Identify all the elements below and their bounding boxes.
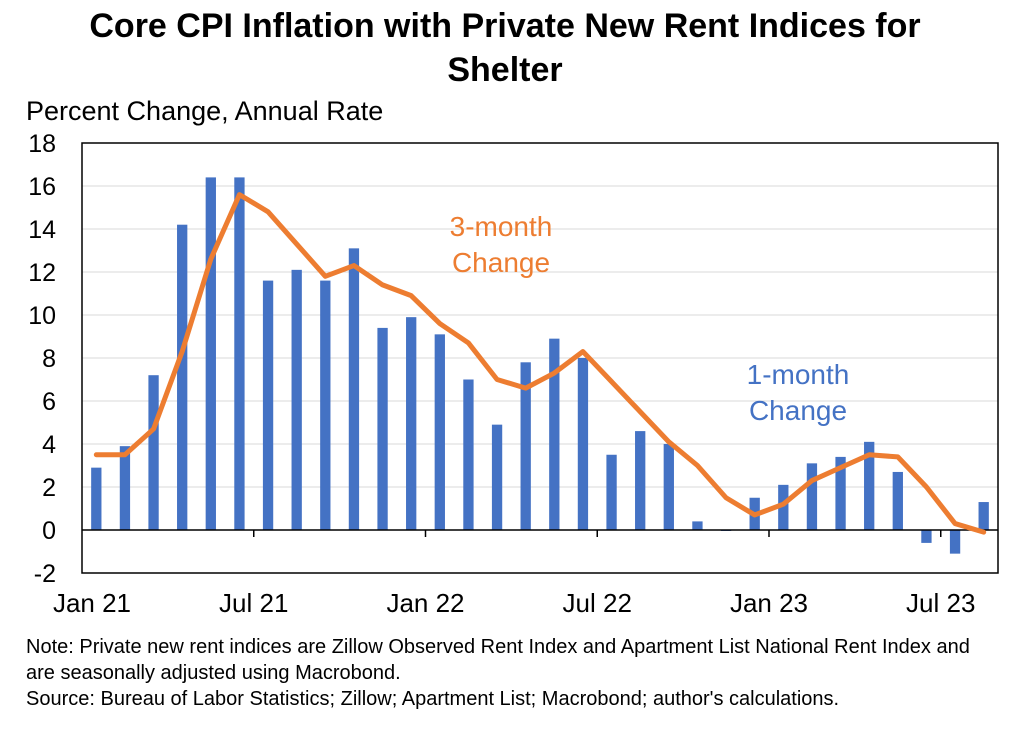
y-tick-label: 0 [42,517,56,545]
bar-1-month [348,248,360,530]
bar-1-month [119,446,131,530]
x-tick-label: Jan 23 [730,588,808,618]
bar-1-month [262,280,274,530]
y-tick-label: 2 [42,474,56,502]
bar-1-month [864,441,875,530]
bar-1-month [692,521,703,530]
bar-1-month [377,327,388,530]
bar-1-month [434,334,445,530]
x-tick-label: Jul 22 [563,588,632,618]
annotation-3-month-line1: 3-month [450,211,553,242]
bar-1-month [892,471,903,530]
bar-1-month [978,502,989,530]
bar-1-month [205,177,216,530]
bar-1-month [234,177,245,530]
bar-1-month [291,269,302,530]
bar-1-month [491,424,503,530]
chart-title-line-1: Core CPI Inflation with Private New Rent… [89,7,921,45]
bar-1-month [406,317,417,530]
chart-title: Core CPI Inflation with Private New Rent… [0,4,1010,92]
y-tick-label: 10 [28,302,56,330]
bar-1-month [91,467,102,530]
bar-1-month [635,431,646,530]
y-tick-label: 14 [28,216,56,244]
y-tick-label: 6 [42,388,56,416]
bar-1-month [148,375,159,530]
y-tick-label: 16 [28,173,56,201]
bar-1-month [949,530,961,554]
bar-1-month [320,280,331,530]
bar-1-month [463,379,474,530]
annotation-1-month-line1: 1-month [747,359,850,390]
bar-1-month [778,484,789,530]
x-tick-label: Jul 23 [906,588,975,618]
y-tick-label: 12 [28,259,56,287]
chart-title-line-2: Shelter [447,51,563,89]
chart-area: -2 0 2 4 6 8 10 12 14 16 18 Jan 21 Jul 21 Jan 22 Jul 2… [28,130,999,618]
line-3-month [93,192,987,535]
note-text: Note: Private new rent indices are Zillo… [26,636,970,684]
bar-1-month [606,454,617,530]
bar-1-month [663,444,674,530]
y-axis-label: Percent Change, Annual Rate [26,96,384,126]
bar-1-month [177,224,188,530]
x-tick-label: Jan 22 [386,588,464,618]
notes: Note: Private new rent indices are Zillo… [26,634,986,712]
y-tick-label: 4 [42,431,56,459]
y-tick-label: -2 [34,560,56,588]
y-tick-label: 18 [28,130,56,158]
x-tick-label: Jan 21 [53,588,131,618]
bar-1-month [835,456,846,530]
annotation-3-month-line2: Change [452,247,550,278]
annotation-1-month-line2: Change [749,395,847,426]
bar-1-month [577,358,589,530]
bar-1-month [549,338,560,530]
bar-1-month [921,530,932,543]
y-tick-label: 8 [42,345,56,373]
bar-1-month [520,362,531,530]
source-text: Source: Bureau of Labor Statistics; Zill… [26,688,840,710]
bar-1-month [806,463,818,530]
plot-frame [81,142,999,574]
x-tick-label: Jul 21 [219,588,288,618]
